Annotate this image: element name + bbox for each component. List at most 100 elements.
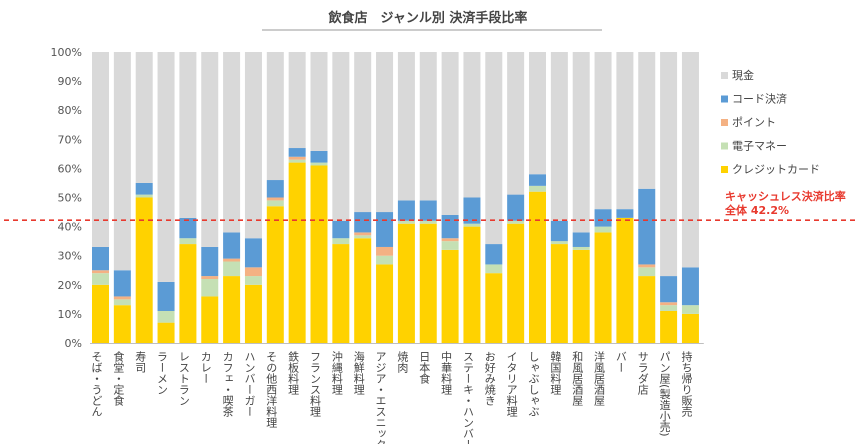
bar-segment bbox=[594, 226, 612, 233]
bar-segment bbox=[310, 162, 328, 166]
y-tick-label: 0% bbox=[65, 337, 82, 350]
bar-segment bbox=[441, 249, 459, 343]
x-tick-label: 持ち帰り販売 bbox=[680, 350, 693, 418]
bar-segment bbox=[441, 238, 459, 242]
bar-segment bbox=[201, 278, 219, 297]
bar-segment bbox=[201, 276, 219, 279]
bar-segment bbox=[332, 220, 350, 239]
bar-segment bbox=[92, 246, 109, 271]
bar-segment bbox=[507, 194, 525, 221]
x-tick-label: ステーキ・ハンバーグ bbox=[461, 351, 474, 444]
legend-swatch bbox=[721, 72, 728, 79]
bar-stack bbox=[529, 52, 546, 343]
bar-segment bbox=[354, 212, 372, 233]
bar-segment bbox=[419, 200, 437, 221]
bar-segment bbox=[660, 310, 678, 343]
x-tick-label: 日本食 bbox=[418, 351, 431, 385]
x-tick-label: 沖縄料理 bbox=[330, 351, 343, 395]
bar-segment bbox=[244, 276, 262, 285]
bar-segment bbox=[310, 165, 328, 343]
bar-segment bbox=[397, 52, 415, 201]
bar-stack bbox=[594, 52, 612, 343]
x-tick-label: 韓国料理 bbox=[549, 351, 562, 395]
bar-segment bbox=[244, 52, 262, 239]
bar-stack bbox=[266, 52, 284, 343]
bar-segment bbox=[529, 52, 546, 175]
bar-segment bbox=[681, 313, 699, 343]
bar-segment bbox=[594, 52, 612, 210]
bar-stack bbox=[681, 52, 699, 343]
bar-segment bbox=[594, 232, 612, 343]
y-tick-label: 10% bbox=[58, 308, 82, 321]
x-tick-label: 焼肉 bbox=[396, 351, 409, 373]
bar-segment bbox=[135, 52, 153, 183]
bar-segment bbox=[113, 299, 131, 306]
bar-segment bbox=[419, 220, 437, 224]
bar-segment bbox=[157, 52, 175, 282]
bar-segment bbox=[179, 244, 197, 343]
bar-segment bbox=[266, 197, 284, 201]
bar-segment bbox=[660, 52, 678, 277]
bar-segment bbox=[266, 52, 284, 181]
bar-segment bbox=[638, 188, 656, 265]
bar-segment bbox=[157, 310, 175, 323]
bar-segment bbox=[157, 322, 175, 343]
x-tick-label: 食堂・定食 bbox=[112, 350, 125, 407]
x-tick-label: 海鮮料理 bbox=[352, 350, 365, 395]
bar-stack bbox=[113, 52, 131, 343]
x-tick-label: そば・うどん bbox=[90, 351, 103, 417]
bar-stack bbox=[441, 52, 459, 343]
bar-stack bbox=[244, 52, 262, 343]
x-tick-label: ラーメン bbox=[156, 351, 169, 395]
y-tick-label: 30% bbox=[58, 250, 82, 263]
bar-segment bbox=[135, 182, 153, 195]
bar-segment bbox=[485, 264, 503, 274]
bar-segment bbox=[135, 194, 153, 198]
bar-segment bbox=[354, 52, 372, 213]
bar-segment bbox=[485, 244, 503, 265]
bar-segment bbox=[113, 305, 131, 343]
bar-segment bbox=[638, 52, 656, 189]
bar-stack bbox=[92, 52, 109, 343]
bar-segment bbox=[507, 52, 525, 195]
bar-segment bbox=[638, 267, 656, 277]
bar-segment bbox=[529, 185, 546, 192]
bar-segment bbox=[485, 273, 503, 343]
bar-segment bbox=[354, 235, 372, 239]
bar-stack bbox=[310, 52, 328, 343]
bar-stack bbox=[638, 52, 656, 343]
bar-segment bbox=[507, 220, 525, 224]
bar-stack bbox=[616, 52, 634, 343]
bar-segment bbox=[354, 238, 372, 343]
bar-segment bbox=[441, 52, 459, 215]
bar-stack bbox=[288, 52, 306, 343]
legend-swatch bbox=[721, 166, 728, 173]
bar-stack bbox=[354, 52, 372, 343]
bar-stack bbox=[201, 52, 219, 343]
x-tick-label: アジア・エスニック bbox=[374, 351, 387, 444]
x-axis-labels: そば・うどん 食堂・定食 寿司 ラーメン レストラン カレー カフェ・喫茶 ハンバーガー その他… bbox=[90, 350, 693, 444]
x-tick-label: 洋風居酒屋 bbox=[593, 350, 606, 407]
legend-label: 電子マネー bbox=[732, 140, 787, 153]
y-tick-label: 70% bbox=[58, 133, 82, 146]
bar-segment bbox=[201, 52, 219, 247]
bar-segment bbox=[288, 52, 306, 149]
bar-segment bbox=[244, 267, 262, 277]
bar-segment bbox=[463, 223, 481, 227]
bar-segment bbox=[660, 305, 678, 311]
x-tick-label: フランス料理 bbox=[309, 351, 322, 417]
bar-segment bbox=[681, 305, 699, 314]
bar-segment bbox=[397, 200, 415, 221]
bar-segment bbox=[376, 264, 394, 343]
bar-segment bbox=[485, 52, 503, 245]
bar-segment bbox=[550, 244, 568, 343]
bar-segment bbox=[223, 52, 241, 233]
bar-segment bbox=[244, 238, 262, 268]
x-tick-label: しゃぶしゃぶ bbox=[527, 351, 540, 417]
bar-segment bbox=[376, 246, 394, 256]
bar-segment bbox=[681, 52, 699, 268]
bar-stack bbox=[485, 52, 503, 343]
bar-segment bbox=[223, 276, 241, 343]
